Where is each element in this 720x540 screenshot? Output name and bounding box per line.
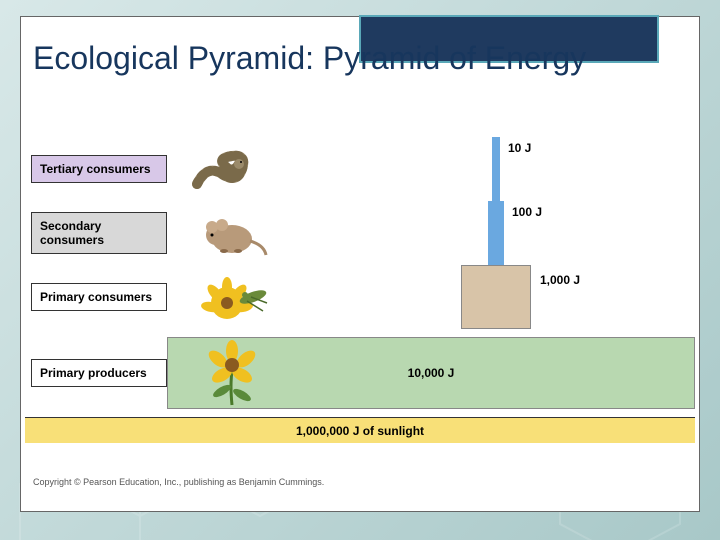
energy-secondary: 100 J [512,205,542,219]
row-primary-consumers: Primary consumers 1,000 J [25,265,695,329]
label-primary-producers: Primary producers [31,359,167,387]
energy-primary-consumers: 1,000 J [540,273,580,287]
row-sunlight: 1,000,000 J of sunlight [25,417,695,443]
diagram-area: Tertiary consumers 10 J Secondary consum… [25,137,695,491]
energy-tertiary: 10 J [508,141,531,155]
energy-primary-producers: 10,000 J [408,366,455,380]
bar-tertiary [492,137,500,201]
label-tertiary: Tertiary consumers [31,155,167,183]
slide-title: Ecological Pyramid: Pyramid of Energy [33,41,687,76]
label-primary-consumers: Primary consumers [31,283,167,311]
organism-snake [167,144,297,194]
label-secondary: Secondary consumers [31,212,167,254]
copyright-text: Copyright © Pearson Education, Inc., pub… [33,477,324,487]
row-secondary: Secondary consumers 100 J [25,201,695,265]
bar-primary-consumers [461,265,531,329]
sunlight-text: 1,000,000 J of sunlight [296,424,424,438]
row-tertiary: Tertiary consumers 10 J [25,137,695,201]
slide-frame: Ecological Pyramid: Pyramid of Energy Te… [20,16,700,512]
row-primary-producers: Primary producers 10,000 J [25,329,695,417]
organism-mouse [167,205,297,261]
bar-secondary [488,201,504,265]
organism-grasshopper [167,267,297,327]
organism-flower [167,335,297,411]
